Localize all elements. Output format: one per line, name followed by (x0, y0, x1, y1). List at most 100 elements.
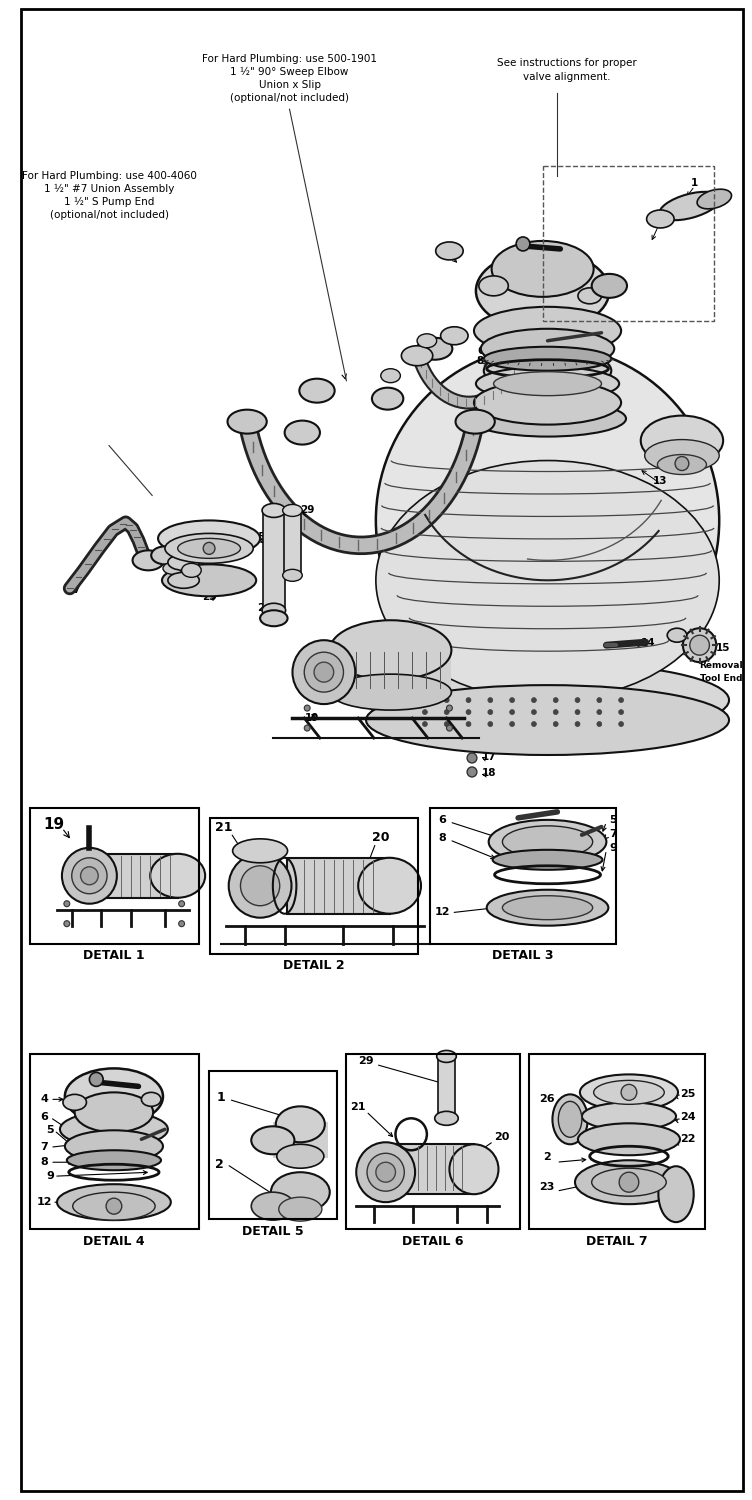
Ellipse shape (67, 1150, 161, 1170)
Bar (438, 1056, 455, 1119)
Ellipse shape (132, 550, 164, 570)
Text: 23: 23 (539, 1182, 554, 1192)
Ellipse shape (580, 1074, 678, 1110)
Circle shape (597, 710, 602, 714)
Text: 7: 7 (41, 1143, 48, 1152)
Circle shape (510, 710, 514, 714)
Circle shape (532, 710, 536, 714)
Ellipse shape (141, 1092, 161, 1107)
Text: 2: 2 (676, 630, 684, 640)
Circle shape (314, 662, 334, 682)
Ellipse shape (469, 400, 626, 436)
Text: Union x Slip: Union x Slip (259, 80, 320, 90)
Text: 25: 25 (680, 1089, 696, 1100)
Circle shape (241, 865, 280, 906)
Ellipse shape (251, 1192, 295, 1219)
Text: (optional/not included): (optional/not included) (50, 210, 168, 220)
Text: DETAIL 2: DETAIL 2 (284, 958, 345, 972)
Circle shape (179, 921, 184, 927)
Ellipse shape (65, 1131, 163, 1162)
Text: DETAIL 5: DETAIL 5 (242, 1224, 304, 1238)
Circle shape (444, 698, 449, 702)
Circle shape (229, 853, 292, 918)
Ellipse shape (262, 504, 286, 518)
Ellipse shape (299, 378, 335, 402)
Circle shape (488, 698, 493, 702)
Ellipse shape (381, 369, 400, 382)
Text: 13: 13 (653, 476, 668, 486)
Text: 16: 16 (575, 724, 589, 735)
Text: 6: 6 (478, 345, 484, 355)
Text: 27: 27 (66, 585, 81, 596)
Text: 27: 27 (384, 396, 398, 405)
Ellipse shape (177, 538, 241, 558)
Ellipse shape (165, 534, 253, 564)
Text: 22: 22 (214, 573, 229, 584)
Ellipse shape (659, 1166, 693, 1222)
Ellipse shape (476, 366, 619, 400)
Ellipse shape (502, 896, 593, 920)
Circle shape (466, 698, 471, 702)
Text: 1: 1 (217, 1090, 226, 1104)
Ellipse shape (329, 674, 451, 710)
Circle shape (447, 724, 453, 730)
Circle shape (367, 1154, 405, 1191)
Circle shape (305, 652, 344, 692)
Circle shape (447, 705, 453, 711)
Circle shape (293, 640, 355, 704)
Circle shape (597, 698, 602, 702)
Text: 2: 2 (543, 1152, 550, 1162)
Circle shape (675, 456, 689, 471)
Text: 25: 25 (251, 532, 265, 543)
Ellipse shape (417, 338, 453, 360)
Text: 2: 2 (214, 1158, 223, 1170)
Circle shape (516, 237, 530, 250)
Text: 2: 2 (655, 217, 662, 228)
Text: 20: 20 (494, 1132, 509, 1143)
Ellipse shape (63, 1095, 86, 1110)
Ellipse shape (474, 381, 621, 424)
Text: 14: 14 (641, 638, 656, 648)
Ellipse shape (417, 334, 437, 348)
Ellipse shape (667, 628, 687, 642)
Circle shape (619, 710, 623, 714)
Circle shape (467, 753, 477, 764)
Text: 7: 7 (608, 336, 615, 346)
Circle shape (619, 1172, 638, 1192)
Ellipse shape (575, 1160, 683, 1204)
Ellipse shape (260, 610, 287, 626)
Ellipse shape (65, 1068, 163, 1125)
Text: For Hard Plumbing: use 400-4060: For Hard Plumbing: use 400-4060 (22, 171, 196, 182)
Ellipse shape (271, 1172, 329, 1212)
Ellipse shape (284, 420, 320, 444)
Text: 31: 31 (450, 334, 465, 344)
Text: 5: 5 (609, 815, 617, 825)
Circle shape (619, 722, 623, 726)
Text: 4: 4 (605, 286, 613, 296)
Bar (170, 562, 197, 580)
Text: 3: 3 (447, 249, 455, 259)
Ellipse shape (657, 454, 706, 474)
Ellipse shape (493, 372, 602, 396)
Text: 12: 12 (435, 906, 450, 916)
Circle shape (106, 1198, 122, 1214)
Ellipse shape (73, 1192, 155, 1219)
Ellipse shape (592, 1168, 666, 1196)
Ellipse shape (435, 1112, 458, 1125)
Ellipse shape (476, 251, 609, 332)
Text: 24: 24 (238, 543, 253, 554)
Circle shape (89, 1072, 103, 1086)
Ellipse shape (592, 274, 627, 298)
Ellipse shape (582, 1102, 676, 1131)
Circle shape (597, 722, 602, 726)
Text: 2: 2 (426, 336, 433, 346)
Ellipse shape (493, 366, 602, 399)
Text: (optional/not included): (optional/not included) (230, 93, 349, 104)
Text: 6: 6 (41, 1113, 48, 1122)
Text: 9: 9 (584, 366, 591, 376)
Circle shape (71, 858, 107, 894)
Circle shape (62, 847, 117, 903)
Ellipse shape (593, 1080, 664, 1104)
Ellipse shape (435, 242, 463, 260)
Ellipse shape (578, 1124, 680, 1155)
